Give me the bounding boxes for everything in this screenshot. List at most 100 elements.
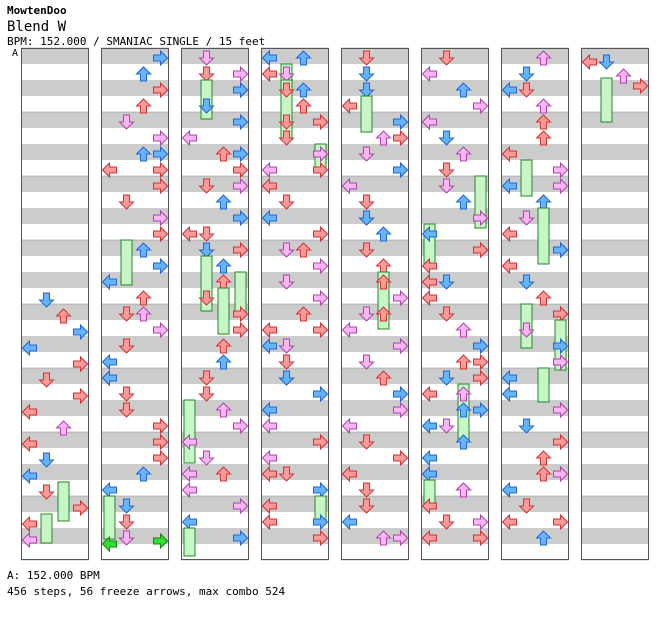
freeze-arrow — [217, 287, 230, 335]
beat-stripe — [261, 336, 329, 352]
left-arrow-icon — [261, 65, 277, 83]
up-arrow-icon — [455, 146, 472, 162]
right-arrow-icon — [313, 161, 329, 179]
beat-stripe — [261, 528, 329, 544]
right-arrow-icon — [553, 465, 569, 483]
beat-stripe — [421, 528, 489, 544]
up-arrow-icon — [375, 274, 392, 290]
up-arrow-icon — [215, 194, 232, 210]
beat-stripe — [341, 464, 409, 480]
beat-stripe — [181, 400, 249, 416]
down-arrow-icon — [198, 50, 215, 66]
down-arrow-icon — [118, 530, 135, 546]
beat-stripe — [341, 272, 409, 288]
beat-stripe — [21, 336, 89, 352]
up-arrow-icon — [55, 420, 72, 436]
chart-info: BPM: 152.000 / SMANIAC SINGLE / 15 feet — [7, 35, 266, 48]
right-arrow-icon — [233, 305, 249, 323]
down-arrow-icon — [438, 50, 455, 66]
left-arrow-icon — [21, 531, 37, 549]
freeze-arrow — [600, 77, 613, 123]
left-arrow-icon — [341, 321, 357, 339]
right-arrow-icon — [473, 337, 489, 355]
right-arrow-icon — [393, 449, 409, 467]
down-arrow-icon — [518, 210, 535, 226]
beat-stripe — [341, 176, 409, 192]
right-arrow-icon — [153, 225, 169, 243]
right-arrow-icon — [313, 321, 329, 339]
chart-column-3 — [181, 47, 249, 561]
down-arrow-icon — [438, 306, 455, 322]
beat-stripe — [501, 208, 569, 224]
down-arrow-icon — [518, 498, 535, 514]
left-arrow-icon — [261, 417, 277, 435]
left-arrow-icon — [21, 515, 37, 533]
beat-stripe — [501, 48, 569, 64]
beat-stripe — [341, 144, 409, 160]
down-arrow-icon — [438, 514, 455, 530]
right-arrow-icon — [313, 529, 329, 547]
freeze-arrow — [474, 175, 487, 229]
up-arrow-icon — [55, 308, 72, 324]
right-arrow-icon — [553, 161, 569, 179]
left-arrow-icon — [501, 225, 517, 243]
right-arrow-icon — [393, 161, 409, 179]
beat-stripe — [101, 208, 169, 224]
beat-stripe — [421, 112, 489, 128]
beat-stripe — [101, 336, 169, 352]
left-arrow-icon — [501, 257, 517, 275]
down-arrow-icon — [198, 386, 215, 402]
beat-stripe — [501, 496, 569, 512]
beat-stripe — [421, 144, 489, 160]
left-arrow-icon — [421, 257, 437, 275]
left-arrow-icon — [341, 513, 357, 531]
right-arrow-icon — [313, 225, 329, 243]
down-arrow-icon — [438, 418, 455, 434]
left-arrow-icon — [421, 65, 437, 83]
freeze-arrow — [377, 271, 390, 330]
chart-column-8 — [581, 47, 649, 561]
up-arrow-icon — [455, 482, 472, 498]
down-arrow-icon — [198, 178, 215, 194]
right-arrow-icon — [233, 321, 249, 339]
beat-stripe — [341, 80, 409, 96]
freeze-arrow — [183, 399, 196, 464]
beat-stripe — [581, 48, 649, 64]
beat-stripe — [501, 400, 569, 416]
beat-stripe — [581, 432, 649, 448]
beat-stripe — [21, 432, 89, 448]
freeze-arrow — [537, 207, 550, 265]
beat-stripe — [101, 112, 169, 128]
down-arrow-icon — [358, 242, 375, 258]
right-arrow-icon — [233, 241, 249, 259]
left-arrow-icon — [421, 385, 437, 403]
beat-stripe — [421, 272, 489, 288]
beat-stripe — [181, 176, 249, 192]
down-arrow-icon — [278, 242, 295, 258]
up-arrow-icon — [135, 306, 152, 322]
right-arrow-icon — [553, 401, 569, 419]
down-arrow-icon — [278, 82, 295, 98]
beat-stripe — [181, 272, 249, 288]
left-arrow-icon — [261, 465, 277, 483]
up-arrow-icon — [135, 66, 152, 82]
down-arrow-icon — [198, 290, 215, 306]
down-arrow-icon — [198, 370, 215, 386]
left-arrow-icon — [21, 435, 37, 453]
left-arrow-icon — [341, 417, 357, 435]
left-arrow-icon — [181, 465, 197, 483]
down-arrow-icon — [38, 372, 55, 388]
right-arrow-icon — [633, 77, 649, 95]
right-arrow-icon — [153, 177, 169, 195]
right-arrow-icon — [393, 337, 409, 355]
left-arrow-icon — [101, 161, 117, 179]
beat-stripe — [501, 336, 569, 352]
beat-stripe — [341, 48, 409, 64]
beat-stripe — [261, 208, 329, 224]
left-arrow-icon — [181, 433, 197, 451]
left-arrow-icon — [261, 337, 277, 355]
song-title: Blend W — [7, 19, 67, 35]
beat-stripe — [421, 80, 489, 96]
up-arrow-icon — [295, 82, 312, 98]
up-arrow-icon — [455, 322, 472, 338]
